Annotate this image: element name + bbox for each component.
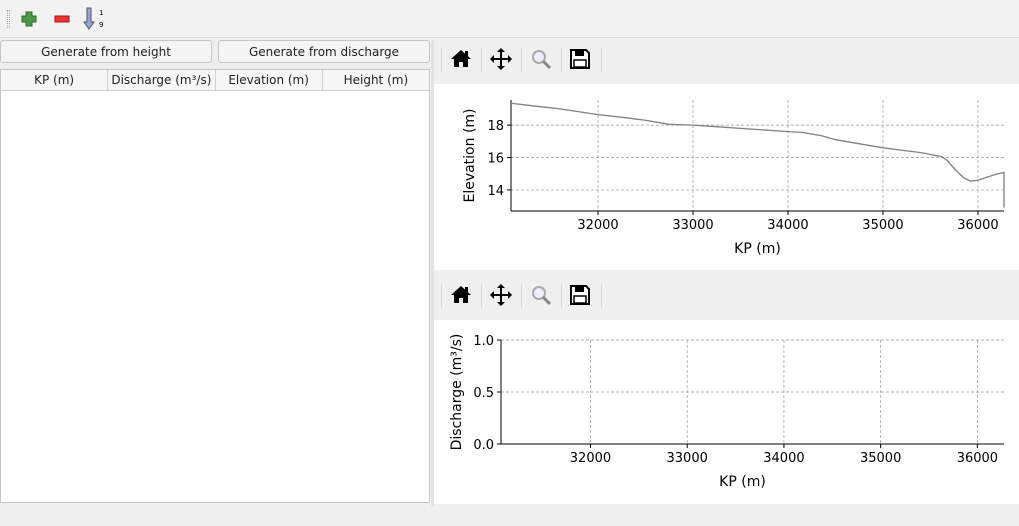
x-tick-label: 34000: [767, 218, 808, 233]
column-header-height[interactable]: Height (m): [343, 73, 409, 87]
save-button[interactable]: [566, 46, 594, 72]
elevation-line: [510, 102, 1005, 208]
pan-button[interactable]: [487, 282, 515, 308]
y-tick-label: 0.0: [473, 438, 494, 453]
y-tick-label: 14: [487, 184, 504, 199]
y-axis-label: Elevation (m): [462, 108, 478, 202]
toolbar-separator: [521, 48, 522, 72]
x-tick-label: 33000: [672, 218, 713, 233]
column-header-discharge[interactable]: Discharge (m³/s): [108, 70, 216, 90]
add-row-button[interactable]: [17, 8, 41, 30]
svg-text:9: 9: [99, 21, 103, 29]
add-icon: [21, 11, 37, 27]
pan-icon: [490, 48, 512, 70]
x-axis-label: KP (m): [734, 241, 781, 257]
sort-ascending-icon: 19: [83, 7, 103, 30]
save-icon: [570, 49, 590, 69]
zoom-icon: [532, 50, 552, 70]
zoom-button[interactable]: [527, 282, 555, 308]
home-icon: [451, 286, 471, 303]
pan-icon: [490, 284, 512, 306]
pan-button[interactable]: [487, 46, 515, 72]
remove-row-button[interactable]: [50, 8, 74, 30]
toolbar-separator: [561, 284, 562, 308]
toolbar-separator: [601, 284, 602, 308]
generate-from-discharge-button[interactable]: Generate from discharge: [218, 40, 430, 63]
discharge-chart: 32000 33000 34000 35000 36000 0.0 0.5 1.0 KP (m)…: [449, 334, 1004, 490]
splitter-vertical[interactable]: [431, 40, 434, 506]
plot-toolbar-discharge: [434, 276, 1019, 318]
toolbar-separator: [521, 284, 522, 308]
toolbar-separator: [441, 48, 442, 72]
elevation-plot-canvas[interactable]: [434, 84, 1019, 270]
column-header-kp[interactable]: KP (m): [1, 70, 109, 90]
toolbar-separator: [441, 284, 442, 308]
x-tick-label: 34000: [763, 451, 804, 466]
x-tick-label: 36000: [957, 218, 998, 233]
x-tick-label: 36000: [957, 451, 998, 466]
table-header: KP (m) Discharge (m³/s) Elevation (m) He…: [1, 70, 429, 91]
plot-toolbar-elevation: [434, 40, 1019, 82]
y-tick-label: 18: [487, 119, 504, 134]
home-button[interactable]: [447, 282, 475, 308]
column-header-elevation[interactable]: Elevation (m): [216, 70, 323, 90]
status-bar: [0, 506, 1019, 526]
toolbar-grip[interactable]: [7, 10, 10, 28]
save-button[interactable]: [566, 282, 594, 308]
y-tick-label: 16: [487, 152, 504, 167]
x-axis-label: KP (m): [719, 474, 766, 490]
zoom-button[interactable]: [527, 46, 555, 72]
toolbar-separator: [481, 48, 482, 72]
generate-from-height-button[interactable]: Generate from height: [0, 40, 212, 63]
x-tick-label: 32000: [577, 218, 618, 233]
save-icon: [570, 285, 590, 305]
remove-icon: [54, 15, 70, 23]
data-table[interactable]: KP (m) Discharge (m³/s) Elevation (m) He…: [0, 69, 430, 503]
toolbar-separator: [481, 284, 482, 308]
y-axis-label: Discharge (m³/s): [449, 334, 465, 451]
y-tick-label: 1.0: [473, 334, 494, 349]
x-tick-label: 35000: [862, 218, 903, 233]
home-icon: [451, 50, 471, 67]
elevation-chart: 32000 33000 34000 35000 36000 14 16 18 KP (m) Ele…: [462, 100, 1005, 257]
x-tick-label: 32000: [570, 451, 611, 466]
home-button[interactable]: [447, 46, 475, 72]
svg-text:1: 1: [99, 9, 103, 17]
discharge-plot-canvas[interactable]: [434, 320, 1019, 504]
toolbar-separator: [561, 48, 562, 72]
x-tick-label: 33000: [667, 451, 708, 466]
toolbar-separator: [601, 48, 602, 72]
x-tick-label: 35000: [860, 451, 901, 466]
zoom-icon: [532, 286, 552, 306]
y-tick-label: 0.5: [473, 386, 494, 401]
